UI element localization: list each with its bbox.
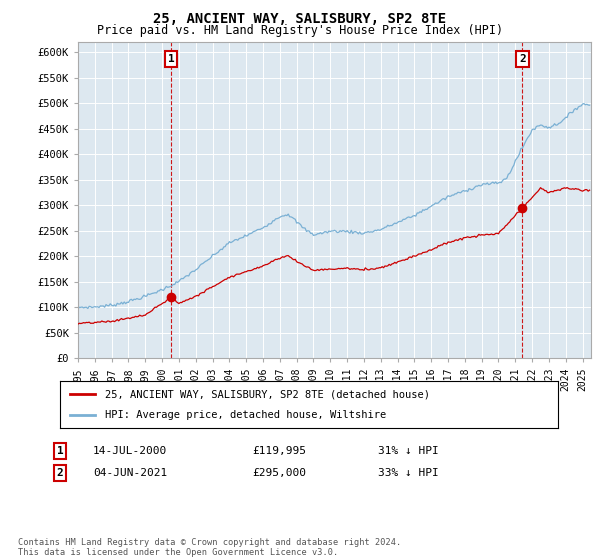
Text: 31% ↓ HPI: 31% ↓ HPI [378, 446, 439, 456]
Text: 04-JUN-2021: 04-JUN-2021 [93, 468, 167, 478]
Text: Price paid vs. HM Land Registry's House Price Index (HPI): Price paid vs. HM Land Registry's House … [97, 24, 503, 36]
Text: £295,000: £295,000 [252, 468, 306, 478]
Text: HPI: Average price, detached house, Wiltshire: HPI: Average price, detached house, Wilt… [105, 410, 386, 420]
Text: 25, ANCIENT WAY, SALISBURY, SP2 8TE (detached house): 25, ANCIENT WAY, SALISBURY, SP2 8TE (det… [105, 389, 430, 399]
Text: 14-JUL-2000: 14-JUL-2000 [93, 446, 167, 456]
Text: 1: 1 [56, 446, 64, 456]
Text: 25, ANCIENT WAY, SALISBURY, SP2 8TE: 25, ANCIENT WAY, SALISBURY, SP2 8TE [154, 12, 446, 26]
Text: 33% ↓ HPI: 33% ↓ HPI [378, 468, 439, 478]
Text: £119,995: £119,995 [252, 446, 306, 456]
Text: 2: 2 [56, 468, 64, 478]
Text: 1: 1 [168, 54, 175, 64]
Text: 2: 2 [519, 54, 526, 64]
Text: Contains HM Land Registry data © Crown copyright and database right 2024.
This d: Contains HM Land Registry data © Crown c… [18, 538, 401, 557]
